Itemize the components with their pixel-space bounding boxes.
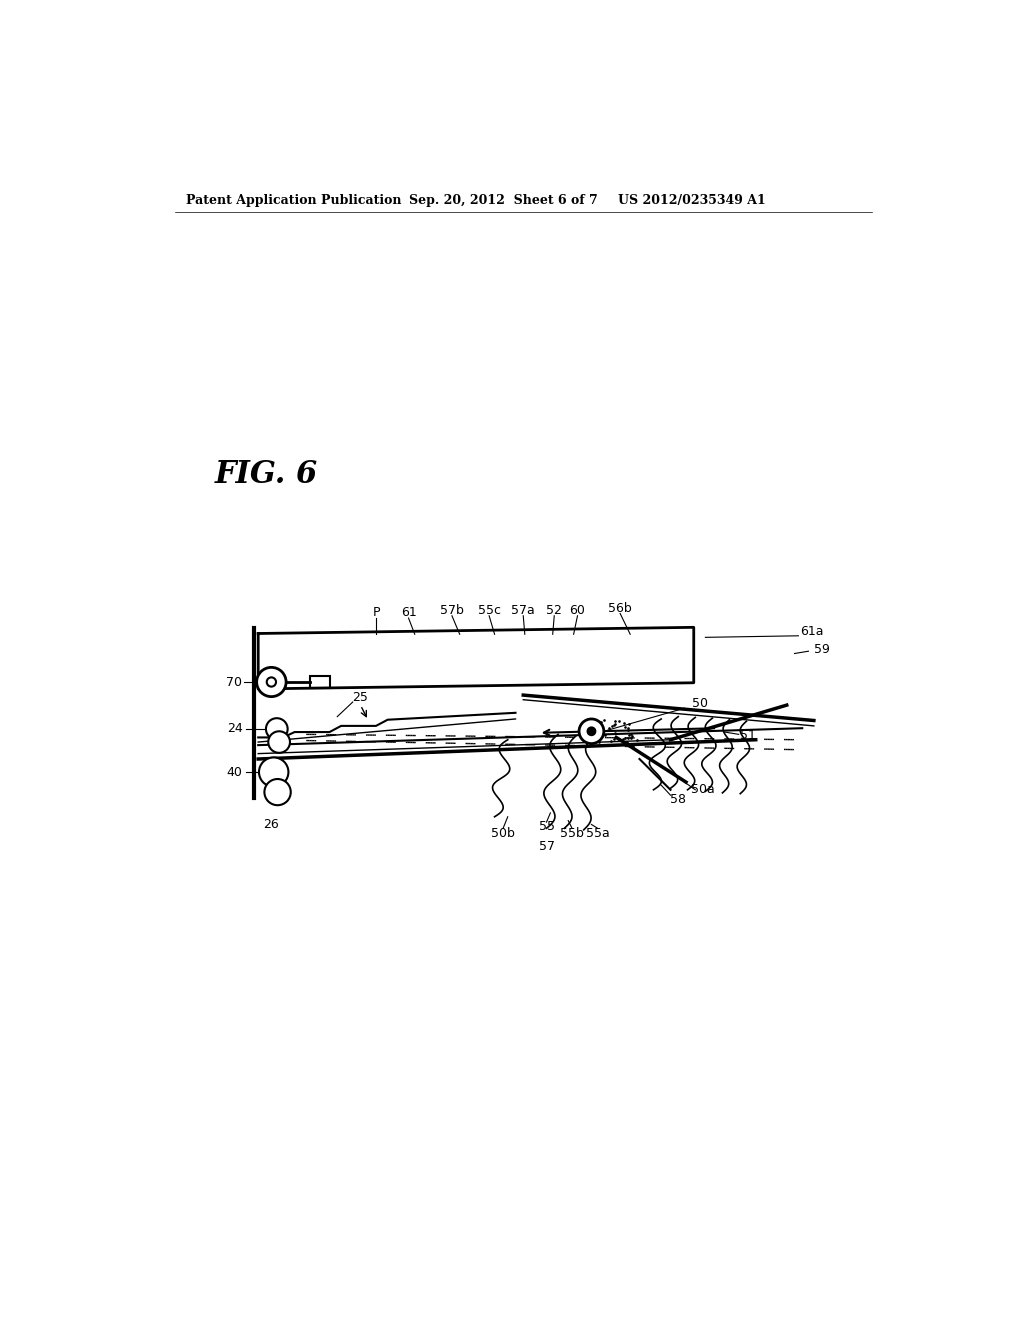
Text: 56b: 56b — [608, 602, 632, 615]
Text: 50a: 50a — [691, 783, 715, 796]
Bar — [310, 676, 330, 688]
Text: 57a: 57a — [511, 603, 536, 616]
Text: 55b: 55b — [560, 828, 584, 841]
Text: US 2012/0235349 A1: US 2012/0235349 A1 — [617, 194, 766, 207]
Text: 55c: 55c — [477, 603, 501, 616]
Text: 50: 50 — [692, 697, 708, 710]
Text: 25: 25 — [352, 690, 369, 704]
Text: 55: 55 — [539, 820, 555, 833]
Circle shape — [588, 727, 595, 735]
Text: 59: 59 — [814, 643, 829, 656]
Text: P: P — [373, 606, 380, 619]
Text: 26: 26 — [263, 818, 280, 832]
Circle shape — [266, 718, 288, 739]
Text: Patent Application Publication: Patent Application Publication — [186, 194, 401, 207]
Text: 57: 57 — [539, 840, 555, 853]
Text: 40: 40 — [227, 766, 243, 779]
Text: 58: 58 — [671, 792, 686, 805]
Circle shape — [266, 677, 276, 686]
Text: 52: 52 — [547, 603, 562, 616]
Text: 60: 60 — [569, 603, 586, 616]
Circle shape — [257, 668, 286, 697]
Text: 51: 51 — [740, 730, 756, 742]
Circle shape — [579, 719, 604, 743]
Text: 61a: 61a — [800, 626, 823, 639]
Circle shape — [264, 779, 291, 805]
Text: Sep. 20, 2012  Sheet 6 of 7: Sep. 20, 2012 Sheet 6 of 7 — [409, 194, 597, 207]
Text: 70: 70 — [226, 676, 242, 689]
Text: 57b: 57b — [440, 603, 464, 616]
Text: 55a: 55a — [586, 828, 609, 841]
Text: FIG. 6: FIG. 6 — [215, 459, 318, 490]
Circle shape — [259, 758, 289, 787]
Text: 24: 24 — [227, 722, 243, 735]
Text: 61: 61 — [400, 606, 417, 619]
Text: 50b: 50b — [492, 828, 515, 841]
Circle shape — [268, 731, 290, 752]
